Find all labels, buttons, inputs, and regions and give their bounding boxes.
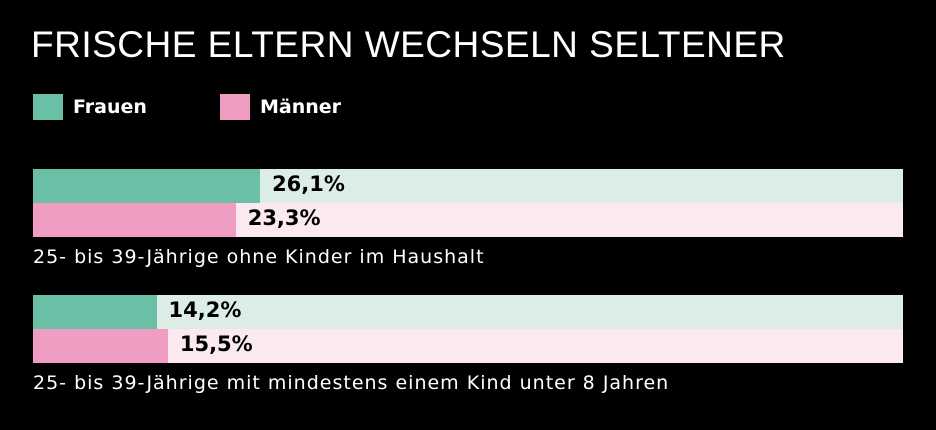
bar-track: 14,2% (33, 295, 903, 329)
chart-title: FRISCHE ELTERN WECHSELN SELTENER (31, 24, 786, 65)
category-label: 25- bis 39-Jährige mit mindestens einem … (33, 372, 670, 394)
category-label: 25- bis 39-Jährige ohne Kinder im Hausha… (33, 246, 485, 268)
legend-item-frauen: Frauen (33, 94, 147, 120)
legend-item-maenner: Männer (220, 94, 341, 120)
bar-frauen (33, 169, 261, 203)
bar-maenner (33, 203, 236, 237)
bar-maenner (33, 329, 168, 363)
bar-track: 23,3% (33, 203, 903, 237)
data-label: 23,3% (247, 206, 321, 230)
legend-label-maenner: Männer (260, 96, 342, 118)
bar-frauen (33, 295, 157, 329)
bar-track: 15,5% (33, 329, 903, 363)
data-label: 15,5% (179, 332, 253, 356)
data-label: 26,1% (272, 172, 345, 196)
data-label: 14,2% (168, 298, 242, 322)
legend-swatch-maenner (220, 94, 250, 120)
legend-swatch-frauen (33, 94, 63, 120)
legend-label-frauen: Frauen (73, 96, 147, 118)
bar-track: 26,1% (33, 169, 903, 203)
